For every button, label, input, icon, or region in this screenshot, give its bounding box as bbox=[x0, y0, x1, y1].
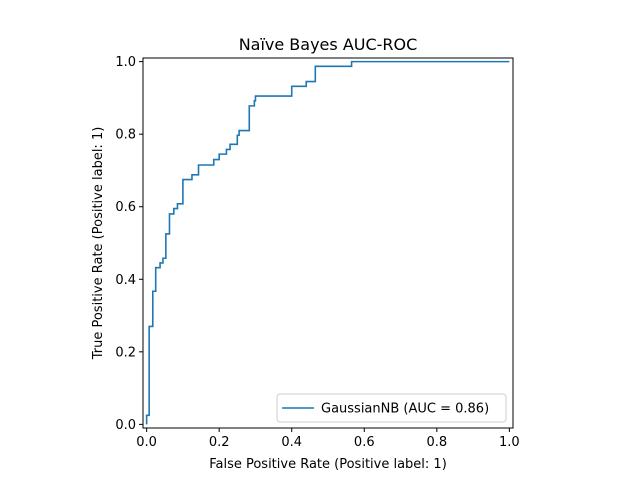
y-axis-label: True Positive Rate (Positive label: 1) bbox=[91, 127, 106, 361]
series-lines bbox=[145, 60, 510, 425]
y-tick-label: 0.2 bbox=[115, 345, 136, 360]
legend-box bbox=[276, 393, 507, 423]
y-tick-label: 0.4 bbox=[115, 273, 136, 288]
x-tick-label: 0.8 bbox=[426, 435, 447, 450]
y-tick-label: 0.0 bbox=[115, 418, 136, 433]
x-tick-label: 0.4 bbox=[281, 435, 302, 450]
x-tick-label: 0.2 bbox=[209, 435, 230, 450]
plot-frame bbox=[142, 57, 514, 429]
x-tick-label: 0.0 bbox=[136, 435, 157, 450]
y-tick-label: 1.0 bbox=[115, 55, 136, 70]
roc-curve-line bbox=[145, 60, 510, 425]
legend-entry: GaussianNB (AUC = 0.86) bbox=[321, 402, 489, 417]
x-axis-label: False Positive Rate (Positive label: 1) bbox=[209, 457, 447, 472]
y-tick-label: 0.6 bbox=[115, 200, 136, 215]
x-tick-label: 0.6 bbox=[354, 435, 375, 450]
y-tick-label: 0.8 bbox=[115, 128, 136, 143]
chart-title: Naïve Bayes AUC-ROC bbox=[239, 35, 418, 54]
x-tick-label: 1.0 bbox=[499, 435, 520, 450]
legend: GaussianNB (AUC = 0.86) bbox=[276, 393, 507, 423]
axis-ticks: 0.0 0.2 0.4 0.6 0.8 1.0 0.0 0.2 0.4 0.6 0.8 1.0 bbox=[115, 55, 519, 450]
